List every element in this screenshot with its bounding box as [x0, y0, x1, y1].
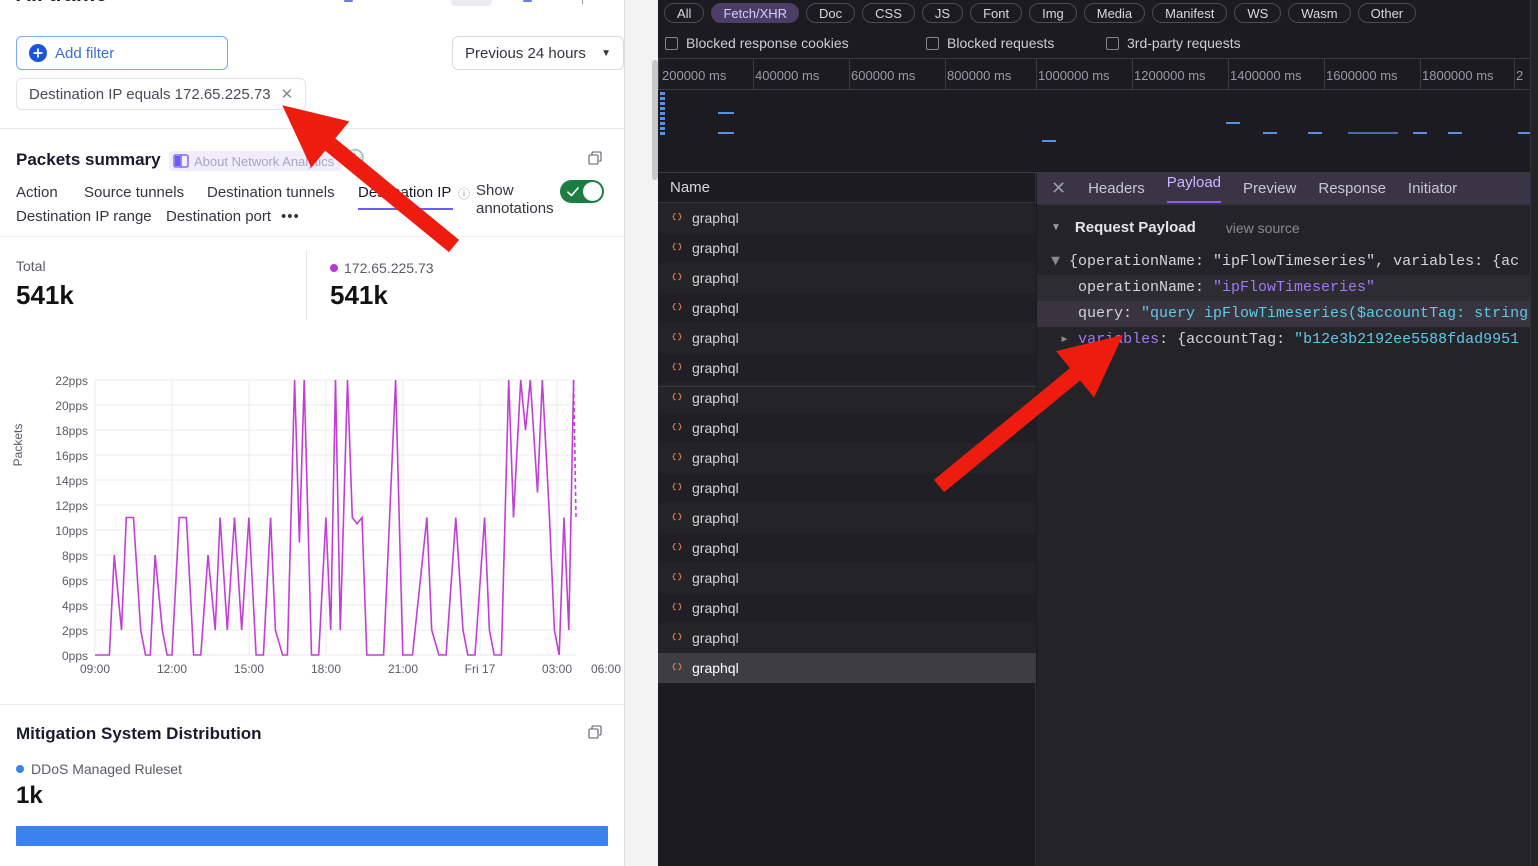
svg-text:6pps: 6pps [62, 574, 88, 588]
svg-text:12:00: 12:00 [157, 662, 187, 675]
svg-text:09:00: 09:00 [80, 662, 110, 675]
svg-text:Fri 17: Fri 17 [465, 662, 496, 675]
svg-text:8pps: 8pps [62, 549, 88, 563]
svg-text:03:00: 03:00 [542, 662, 572, 675]
svg-text:4pps: 4pps [62, 599, 88, 613]
svg-text:14pps: 14pps [55, 474, 88, 488]
svg-text:22pps: 22pps [55, 375, 88, 388]
svg-text:18pps: 18pps [55, 424, 88, 438]
svg-text:2pps: 2pps [62, 624, 88, 638]
svg-text:21:00: 21:00 [388, 662, 418, 675]
svg-text:06:00: 06:00 [591, 662, 621, 675]
svg-text:16pps: 16pps [55, 449, 88, 463]
svg-text:0pps: 0pps [62, 649, 88, 663]
svg-text:18:00: 18:00 [311, 662, 341, 675]
svg-text:10pps: 10pps [55, 524, 88, 538]
svg-text:12pps: 12pps [55, 499, 88, 513]
svg-text:20pps: 20pps [55, 399, 88, 413]
svg-text:Packets: Packets [11, 424, 25, 467]
svg-text:15:00: 15:00 [234, 662, 264, 675]
